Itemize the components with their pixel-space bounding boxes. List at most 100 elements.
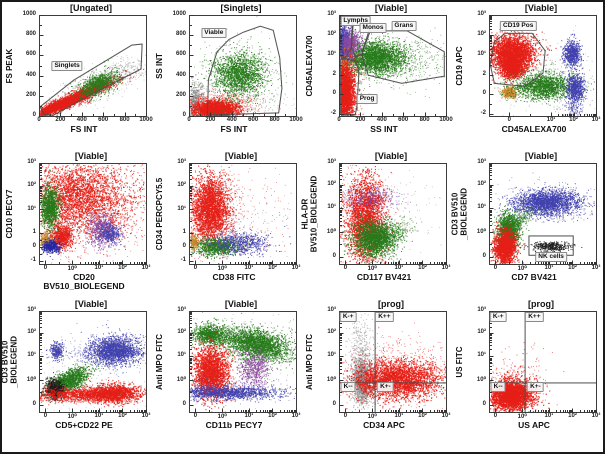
x-tick-label: 10⁰ <box>367 266 377 272</box>
x-tick-label: 10⁰ <box>517 414 527 420</box>
scatter-plot-canvas <box>489 15 597 117</box>
x-axis-label: FS INT <box>21 125 147 134</box>
y-tick-label: -2 <box>480 110 486 116</box>
x-tick-label: 0 <box>37 117 41 123</box>
y-tick-label: 10³ <box>327 307 336 313</box>
y-axis-label-line: Anti MPO FITC <box>154 334 164 390</box>
x-tick-label: 10¹ <box>394 265 404 271</box>
y-axis-label: CD3 BV510 _BIOLEGEND <box>451 144 469 284</box>
gate-label-k: K-+ <box>339 311 357 322</box>
y-tick-label: 200 <box>25 91 36 98</box>
x-tick-label: 10³ <box>141 265 151 271</box>
panel-gate-title: [prog] <box>378 299 404 309</box>
x-axis-label: CD20 BV510_BIOLEGEND <box>21 273 147 290</box>
y-tick-label: 10² <box>27 182 36 189</box>
x-axis-label-line: FS INT <box>220 124 248 134</box>
x-tick-label: 10² <box>418 413 427 419</box>
y-tick-label: -1 <box>180 257 186 263</box>
gate-label-grans: Grans <box>391 20 417 31</box>
y-axis-label: CD3 BV510 _BIOLEGEND <box>1 292 19 432</box>
y-tick-label: 2 <box>482 70 486 77</box>
x-tick-label: 10¹ <box>544 265 554 271</box>
x-tick-label: 600 <box>98 117 109 123</box>
y-axis-label-line: CD45ALEXA700 <box>304 35 314 97</box>
x-tick-label: 10² <box>418 265 427 271</box>
y-tick-label: 1000 <box>22 11 36 17</box>
y-tick-label: 200 <box>175 91 186 98</box>
panel-gate-title: [Ungated] <box>70 3 112 13</box>
x-tick-label: 10² <box>568 413 577 419</box>
x-axis-label-line: CD7 BV421 <box>511 272 557 282</box>
y-tick-label: -1 <box>30 257 36 263</box>
panel-gate-title: [Viable] <box>74 151 108 161</box>
x-tick-label: 10¹ <box>544 413 554 419</box>
y-tick-label: 0 <box>332 400 336 407</box>
y-axis-label-area: Anti MPO FITC <box>300 311 320 413</box>
x-tick-label: 10¹ <box>546 117 556 123</box>
x-tick-label: 10² <box>118 413 127 419</box>
scatter-panel-4-cd45alexa700: [Viable] CD19 APC -2 0 2 10¹ 10² 10³ 0 10¹ 10² 10³ C… <box>453 3 603 151</box>
x-axis-label-line: FS INT <box>70 124 98 134</box>
x-tick-label: 10³ <box>141 413 151 419</box>
y-tick-label: 10¹ <box>177 352 186 359</box>
panel-gate-title: [Singlets] <box>220 3 262 13</box>
y-axis-label-area: HLA-DR BV510_BIOLEGEND <box>300 163 320 265</box>
y-axis-label: CD34 PERCPCY5.5 <box>154 144 165 284</box>
x-tick-label: 0 <box>493 265 498 271</box>
x-axis-label-line: CD34 APC <box>363 420 405 430</box>
y-axis-label: CD19 APC <box>455 0 465 136</box>
y-tick-label: 600 <box>25 51 36 58</box>
y-tick-label: 10¹ <box>177 205 186 212</box>
y-tick-label: 10⁰ <box>26 376 36 383</box>
x-tick-label: 600 <box>248 117 259 123</box>
x-tick-label: 0 <box>493 413 498 419</box>
y-axis-label-area: CD34 PERCPCY5.5 <box>150 163 170 265</box>
x-tick-label: 10⁰ <box>67 266 77 272</box>
scatter-panel-12-us-apc: [prog] US FITC 0 10⁰ 10¹ 10² 10³ 0 10⁰ 10¹ 10² 10³ U… <box>453 299 603 447</box>
x-tick-label: 200 <box>355 117 366 123</box>
y-tick-label: 10² <box>477 31 486 38</box>
x-axis-label-line: SS INT <box>370 124 398 134</box>
scatter-plot-canvas <box>489 311 597 413</box>
y-tick-label: 1000 <box>172 11 186 17</box>
y-tick-label: 10² <box>327 181 336 188</box>
x-tick-label: 10³ <box>591 413 601 419</box>
x-tick-label: 10³ <box>291 265 301 271</box>
y-tick-label: 10² <box>477 181 486 188</box>
y-tick-label: 10³ <box>27 307 36 313</box>
y-tick-label: 10⁰ <box>326 376 336 383</box>
x-tick-label: 10³ <box>591 117 601 123</box>
y-tick-label: 10² <box>27 329 36 336</box>
scatter-panel-1-fs-int: [Ungated] FS PEAK 0 200 400 600 800 1000 0 200 400… <box>3 3 153 151</box>
scatter-panel-2-fs-int: [Singlets] SS INT 0 200 400 600 800 1000 0 200 400… <box>153 3 303 151</box>
x-tick-label: 0 <box>343 265 348 271</box>
x-axis-label: CD11b PECY7 <box>171 421 297 430</box>
y-tick-label: 10¹ <box>27 205 36 212</box>
x-tick-label: 10³ <box>441 413 451 419</box>
y-axis-label-line: FS PEAK <box>4 48 14 84</box>
y-tick-label: 400 <box>25 71 36 78</box>
y-tick-label: 0 <box>32 400 36 407</box>
y-tick-label: 0 <box>182 400 186 407</box>
x-tick-label: 10² <box>268 413 277 419</box>
y-tick-label: 10³ <box>177 307 186 313</box>
y-axis-label-area: Anti MPO FITC <box>150 311 170 413</box>
panel-gate-title: [Viable] <box>524 151 558 161</box>
gate-label-k: K++ <box>375 311 394 322</box>
gate-label-cd19-pos: CD19 Pos <box>500 20 537 31</box>
panel-gate-title: [prog] <box>528 299 554 309</box>
y-axis-label: CD45ALEXA700 <box>304 0 315 136</box>
x-tick-label: 10⁰ <box>367 414 377 420</box>
y-tick-label: 10³ <box>27 159 36 165</box>
x-tick-label: 800 <box>269 117 280 123</box>
y-axis-label-line: SS INT <box>154 53 164 79</box>
panel-gate-title: [Viable] <box>374 3 408 13</box>
y-tick-label: 2 <box>332 70 336 77</box>
y-axis-label-line: CD34 PERCPCY5.5 <box>154 177 164 251</box>
y-tick-label: 0 <box>482 400 486 407</box>
scatter-panel-9-cd5-cd22-pe: [Viable] CD3 BV510 _BIOLEGEND 0 10⁰ 10¹ 10² 10³… <box>1 299 153 447</box>
gate-label-k: K-- <box>490 382 506 392</box>
scatter-panel-6-cd38-fitc: [Viable] CD34 PERCPCY5.5 -1 0 1 10¹ 10² 10³ 0 10⁰… <box>153 151 303 299</box>
y-tick-label: 10⁰ <box>176 376 186 383</box>
x-tick-label: 0 <box>187 117 191 123</box>
